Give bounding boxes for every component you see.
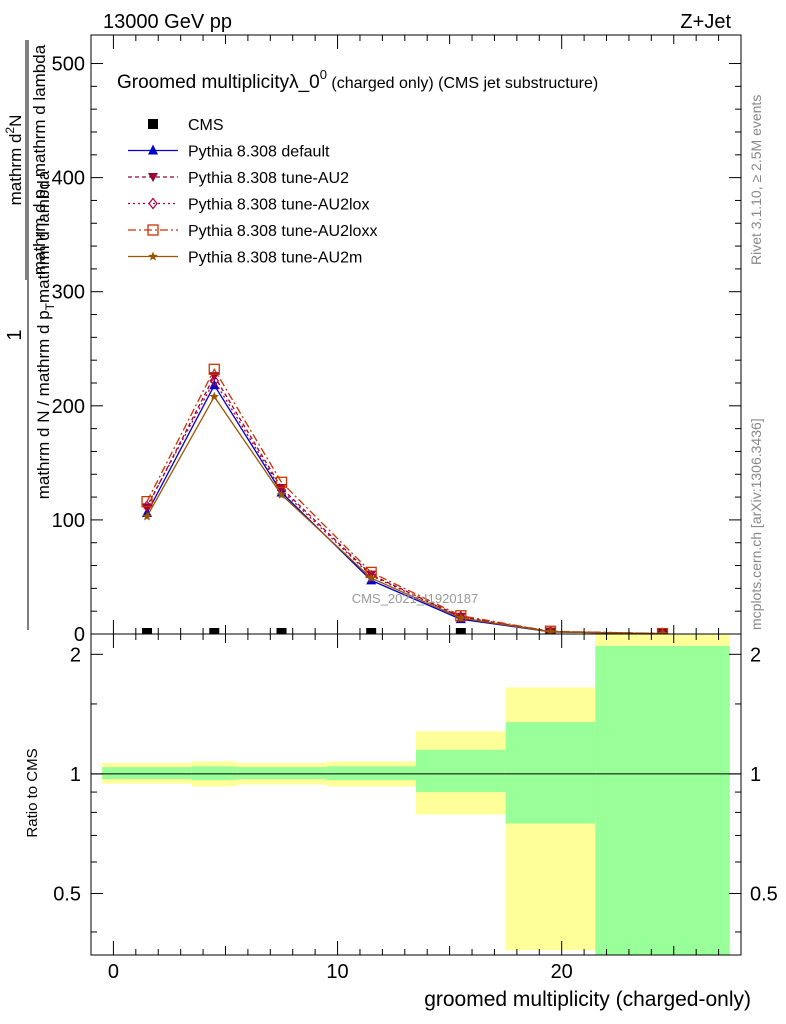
point-au2loxx-1 <box>208 363 220 375</box>
point-au2m-2 <box>276 489 287 499</box>
point-au2loxx-0 <box>141 495 153 508</box>
ratio-band-inner-5 <box>505 722 596 824</box>
x-axis-label: groomed multiplicity (charged-only) <box>424 988 751 1011</box>
point-au2lox-1 <box>209 374 220 387</box>
main-y-tick-label-2: 200 <box>52 396 85 418</box>
main-y-tick-label-1: 100 <box>52 510 85 532</box>
header-right: Z+Jet <box>680 11 731 33</box>
ratio-y-axis: 0.5 0.5 1 1 2 2 <box>53 644 778 933</box>
legend-marker-default <box>148 144 158 155</box>
ratio-y-tick-label-right-1: 1 <box>750 764 761 786</box>
y-label-inner-bottom: mathrm d pT mathrm d lambda <box>30 44 53 275</box>
main-title-part2: (charged only) (CMS jet substructure) <box>327 75 598 92</box>
legend-marker-au2m <box>148 251 158 261</box>
main-y-tick-label-5: 500 <box>52 54 85 76</box>
point-cms-1 <box>209 628 220 634</box>
legend-item-au2loxx: Pythia 8.308 tune-AU2loxx <box>128 223 377 240</box>
x-tick-label-0: 0 <box>108 961 119 983</box>
legend-marker-au2lox <box>148 197 158 210</box>
point-cms-0 <box>142 628 153 634</box>
legend-label-cms: CMS <box>188 117 224 134</box>
ratio-band-inner-4 <box>416 749 506 793</box>
point-au2m-0 <box>142 511 152 521</box>
legend-label-au2m: Pythia 8.308 tune-AU2m <box>188 250 362 267</box>
main-title-part1: Groomed multiplicityλ_0 <box>117 72 320 93</box>
ratio-band-inner-3 <box>326 766 416 781</box>
x-tick-label-2: 20 <box>551 961 573 983</box>
legend-marker-au2 <box>148 173 158 182</box>
series-au2lox <box>142 374 668 634</box>
ratio-band-inner-0 <box>102 767 192 780</box>
point-au2m-6 <box>657 628 668 634</box>
legend-label-au2: Pythia 8.308 tune-AU2 <box>188 170 349 187</box>
point-au2lox-4 <box>456 610 466 623</box>
legend: CMS Pythia 8.308 default Pythia 8.308 tune… <box>128 117 377 267</box>
point-au2lox-0 <box>142 500 152 513</box>
x-axis: 0 10 20 <box>90 35 742 983</box>
legend-label-default: Pythia 8.308 default <box>188 144 330 161</box>
watermark: CMS_2021_I1920187 <box>352 591 479 606</box>
ratio-y-tick-label-left-1: 1 <box>70 764 81 786</box>
ratio-band-inner-1 <box>191 766 237 781</box>
rivet-label: Rivet 3.1.10, ≥ 2.5M events <box>748 95 764 265</box>
point-cms-4 <box>455 628 466 634</box>
ratio-y-label: Ratio to CMS <box>24 748 41 837</box>
main-title: Groomed multiplicityλ_00 (charged only) … <box>117 67 598 93</box>
y-label-inner-top: mathrm d2N <box>3 115 25 206</box>
y-label-bottom-part2: mathrm d lambda <box>30 44 49 182</box>
site-label: mcplots.cern.ch [arXiv:1306.3436] <box>748 418 764 630</box>
series-au2m <box>142 391 668 634</box>
point-au2m-3 <box>366 573 376 583</box>
legend-label-au2lox: Pythia 8.308 tune-AU2lox <box>188 197 369 214</box>
legend-item-au2: Pythia 8.308 tune-AU2 <box>128 170 349 187</box>
ratio-band-inner-2 <box>236 767 327 780</box>
y-label-top-part2: N <box>6 115 25 127</box>
y-label-bottom-part: mathrm d p <box>30 189 49 275</box>
point-cms-2 <box>276 628 287 634</box>
ratio-y-tick-label-right-0: 0.5 <box>750 883 778 905</box>
legend-item-au2lox: Pythia 8.308 tune-AU2lox <box>128 197 369 214</box>
main-y-label-inner: mathrm d2N mathrm d pT mathrm d lambda <box>3 40 53 280</box>
y-label-den-part2: mathrm d lambda <box>34 170 53 303</box>
y-label-den-sub: T <box>43 302 57 310</box>
point-au2m-4 <box>456 613 466 623</box>
point-au2loxx-2 <box>275 476 288 488</box>
y-label-denominator: mathrm d N / mathrm d pTmathrm d lambda <box>34 170 57 499</box>
ratio-frame <box>90 633 742 956</box>
main-y-label: 1 mathrm d N / mathrm d pTmathrm d lambd… <box>4 40 57 630</box>
ratio-y-tick-label-right-2: 2 <box>750 644 761 666</box>
legend-item-cms: CMS <box>148 117 224 134</box>
legend-label-au2loxx: Pythia 8.308 tune-AU2loxx <box>188 223 377 240</box>
ratio-y-tick-label-left-2: 2 <box>70 644 81 666</box>
ratio-bands <box>91 634 741 955</box>
header-left: 13000 GeV pp <box>103 11 232 33</box>
point-cms-3 <box>366 628 377 634</box>
point-au2lox-3 <box>366 569 376 582</box>
ratio-y-tick-label-left-0: 0.5 <box>53 883 81 905</box>
legend-item-default: Pythia 8.308 default <box>128 144 330 161</box>
point-au2m-5 <box>545 626 556 634</box>
main-y-tick-label-0: 0 <box>74 624 85 646</box>
y-label-bottom-sub: T <box>39 181 53 189</box>
y-label-top-part: mathrm d <box>6 134 25 206</box>
ratio-band-inner-6 <box>595 645 730 955</box>
legend-marker-cms <box>148 119 158 129</box>
legend-item-au2m: Pythia 8.308 tune-AU2m <box>128 250 362 267</box>
legend-marker-au2loxx <box>147 224 159 236</box>
x-tick-label-1: 10 <box>326 961 348 983</box>
main-y-axis: 0 100 200 300 400 500 <box>52 54 741 646</box>
y-label-den-part: mathrm d N / mathrm d p <box>34 310 53 499</box>
main-series <box>141 363 669 634</box>
point-au2m-1 <box>209 391 219 401</box>
point-au2-0 <box>142 503 153 513</box>
y-label-numerator: 1 <box>4 329 26 340</box>
main-title-sup: 0 <box>320 67 327 82</box>
point-au2lox-5 <box>545 625 556 634</box>
y-label-top-sup: 2 <box>3 127 17 134</box>
main-y-tick-label-3: 300 <box>52 282 85 304</box>
main-y-tick-label-4: 400 <box>52 168 85 190</box>
